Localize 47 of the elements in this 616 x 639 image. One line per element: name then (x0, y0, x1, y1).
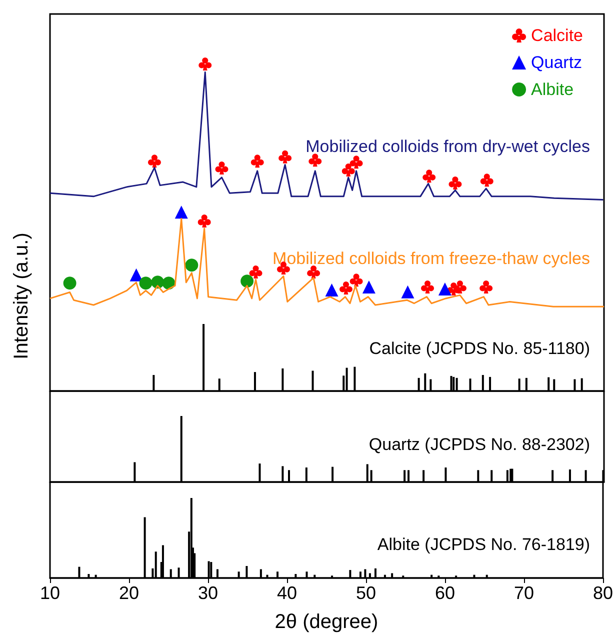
point (453, 280, 466, 294)
point (249, 265, 262, 278)
legend-label: Quartz (531, 53, 582, 72)
x-tick-label: 30 (198, 583, 218, 603)
point (401, 285, 414, 298)
point (350, 156, 363, 169)
point (362, 280, 376, 294)
point (215, 161, 228, 174)
x-axis-title: 2θ (degree) (274, 611, 378, 633)
point (325, 283, 338, 296)
point (174, 206, 188, 219)
legend-label: Calcite (531, 26, 584, 45)
point (148, 154, 161, 168)
point (350, 274, 363, 287)
point (307, 265, 320, 278)
point (438, 282, 452, 296)
point (480, 280, 493, 294)
x-tick-label: 70 (514, 583, 534, 603)
series-label: Albite (JCPDS No. 76-1819) (377, 535, 590, 554)
series-label: Mobilized colloids from dry-wet cycles (306, 137, 590, 156)
point (63, 276, 76, 290)
legend-label: Albite (531, 80, 574, 99)
point (198, 58, 212, 70)
point (139, 276, 152, 290)
point (448, 176, 462, 190)
x-tick-label: 60 (434, 583, 456, 603)
point (198, 214, 211, 228)
series-label: Calcite (JCPDS No. 85-1180) (369, 339, 590, 358)
point (185, 258, 198, 272)
x-tick-label: 40 (276, 583, 298, 603)
point (308, 154, 322, 167)
point (422, 170, 436, 183)
point (342, 163, 355, 176)
series-label: Mobilized colloids from freeze-thaw cycles (272, 249, 590, 268)
point (130, 268, 143, 282)
x-tick-label: 10 (40, 583, 60, 603)
x-tick-label: 20 (118, 583, 140, 603)
point (421, 280, 434, 294)
x-tick-label: 80 (592, 583, 614, 603)
point (240, 274, 254, 288)
series-label: Quartz (JCPDS No. 88-2302) (368, 435, 590, 454)
x-tick-label: 50 (356, 583, 376, 603)
point (480, 174, 494, 187)
point (340, 281, 352, 294)
point (250, 154, 264, 168)
y-axis-title: Intensity (a.u.) (10, 232, 34, 360)
point (278, 150, 292, 164)
